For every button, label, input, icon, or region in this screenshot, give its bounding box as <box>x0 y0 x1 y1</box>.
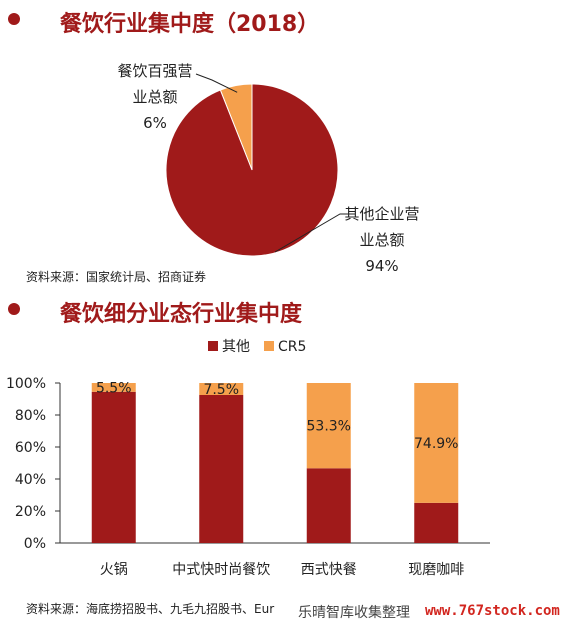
pie-chart <box>165 73 348 257</box>
y-tick-label: 60% <box>15 440 46 456</box>
bar-cr5-0 <box>91 383 136 392</box>
x-category-label: 中式快时尚餐饮 <box>172 562 270 578</box>
section-bullet-1 <box>8 13 20 25</box>
bar-other-2 <box>306 468 351 543</box>
watermark-url: www.767stock.com <box>425 603 560 619</box>
bar-cr5-1 <box>199 383 244 395</box>
pie-label-top-line1: 餐饮百强营 <box>117 62 193 80</box>
y-tick-label: 20% <box>15 504 46 520</box>
y-tick-label: 0% <box>24 536 46 552</box>
bar-cr5-2 <box>306 383 351 469</box>
section-bullet-2 <box>8 303 20 315</box>
pie-label-bottom-line1: 其他企业营 <box>344 205 420 223</box>
bar-cr5-3 <box>414 383 459 503</box>
bar-section-title: 餐饮细分业态行业集中度 <box>60 302 303 327</box>
bar-data-label: 5.5% <box>96 380 132 396</box>
pie-section-title: 餐饮行业集中度（2018） <box>60 12 320 37</box>
legend-label-1: CR5 <box>278 339 306 355</box>
bar-data-label: 53.3% <box>307 419 351 435</box>
y-tick-label: 100% <box>6 376 46 392</box>
pie-source: 资料来源：国家统计局、招商证券 <box>26 270 207 284</box>
pie-leader-top <box>195 73 238 93</box>
pie-label-top-pct: 6% <box>143 114 167 132</box>
pie-label-bottom-line2: 业总额 <box>359 231 405 249</box>
bar-other-3 <box>414 502 459 543</box>
pie-label-bottom: 其他企业营 业总额 94% <box>327 201 437 279</box>
pie-label-top: 餐饮百强营 业总额 6% <box>100 58 210 136</box>
bar-other-0 <box>91 391 136 543</box>
y-tick-label: 40% <box>15 472 46 488</box>
watermark-text: 乐晴智库收集整理 <box>298 605 410 621</box>
legend-swatch-1 <box>264 341 274 351</box>
pie-label-bottom-pct: 94% <box>365 257 399 275</box>
bar-other-1 <box>199 395 244 543</box>
legend-label-0: 其他 <box>222 339 250 355</box>
bar-data-label: 7.5% <box>203 382 239 398</box>
x-category-label: 现磨咖啡 <box>408 562 464 578</box>
bar-data-label: 74.9% <box>414 436 458 452</box>
y-tick-label: 80% <box>15 408 46 424</box>
pie-leader-bottom <box>274 213 348 253</box>
bar-source: 资料来源：海底捞招股书、九毛九招股书、Eur <box>26 602 275 616</box>
pie-slice-1 <box>165 83 339 257</box>
pie-label-top-line2: 业总额 <box>132 88 178 106</box>
x-category-label: 火锅 <box>100 562 128 578</box>
x-category-label: 西式快餐 <box>301 562 357 578</box>
legend-swatch-0 <box>208 341 218 351</box>
